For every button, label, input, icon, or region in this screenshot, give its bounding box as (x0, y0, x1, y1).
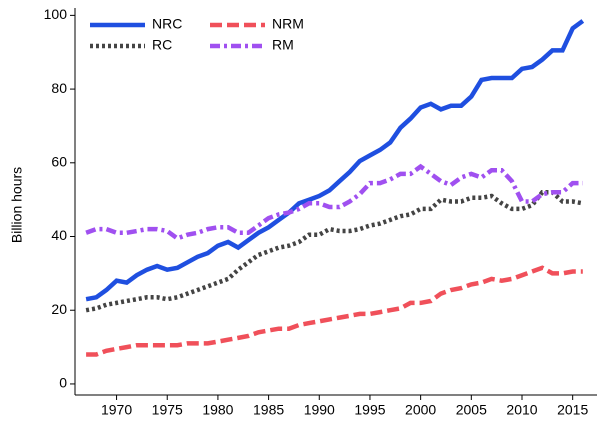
line-series (85, 190, 584, 313)
line-series (86, 265, 583, 357)
y-tick-label: 100 (44, 6, 68, 22)
x-tick-label: 2000 (405, 402, 436, 418)
legend-label: RM (272, 37, 294, 53)
legend-label: NRM (272, 16, 304, 32)
y-tick-label: 0 (59, 375, 67, 391)
x-tick-label: 1990 (304, 402, 335, 418)
x-tick-label: 1995 (354, 402, 385, 418)
x-tick-label: 1975 (152, 402, 183, 418)
x-tick-label: 1980 (202, 402, 233, 418)
x-tick-label: 2010 (506, 402, 537, 418)
line-series (85, 19, 585, 302)
legend-label: RC (152, 37, 172, 53)
x-tick-label: 2015 (557, 402, 588, 418)
y-tick-label: 20 (51, 301, 67, 317)
y-tick-label: 40 (51, 227, 67, 243)
y-tick-label: 60 (51, 154, 67, 170)
y-axis-label: Billion hours (9, 167, 25, 243)
x-tick-label: 1970 (101, 402, 132, 418)
y-tick-label: 80 (51, 80, 67, 96)
x-tick-label: 1985 (253, 402, 284, 418)
x-tick-label: 2005 (456, 402, 487, 418)
legend-label: NRC (152, 16, 182, 32)
line-series (85, 163, 583, 241)
